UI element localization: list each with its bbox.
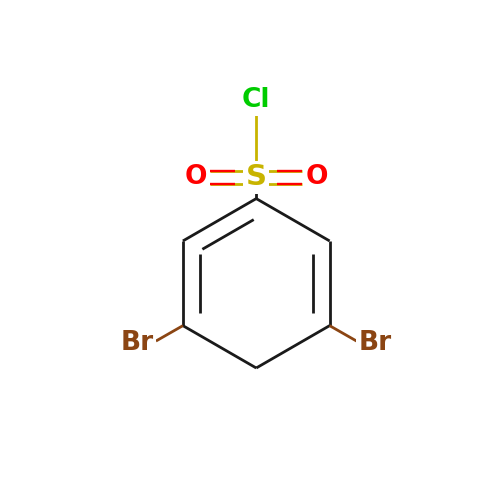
Text: O: O bbox=[306, 164, 328, 190]
Text: Br: Br bbox=[121, 330, 154, 356]
Text: S: S bbox=[246, 164, 267, 192]
Text: Cl: Cl bbox=[242, 88, 270, 114]
Text: O: O bbox=[184, 164, 206, 190]
Text: Br: Br bbox=[358, 330, 392, 356]
